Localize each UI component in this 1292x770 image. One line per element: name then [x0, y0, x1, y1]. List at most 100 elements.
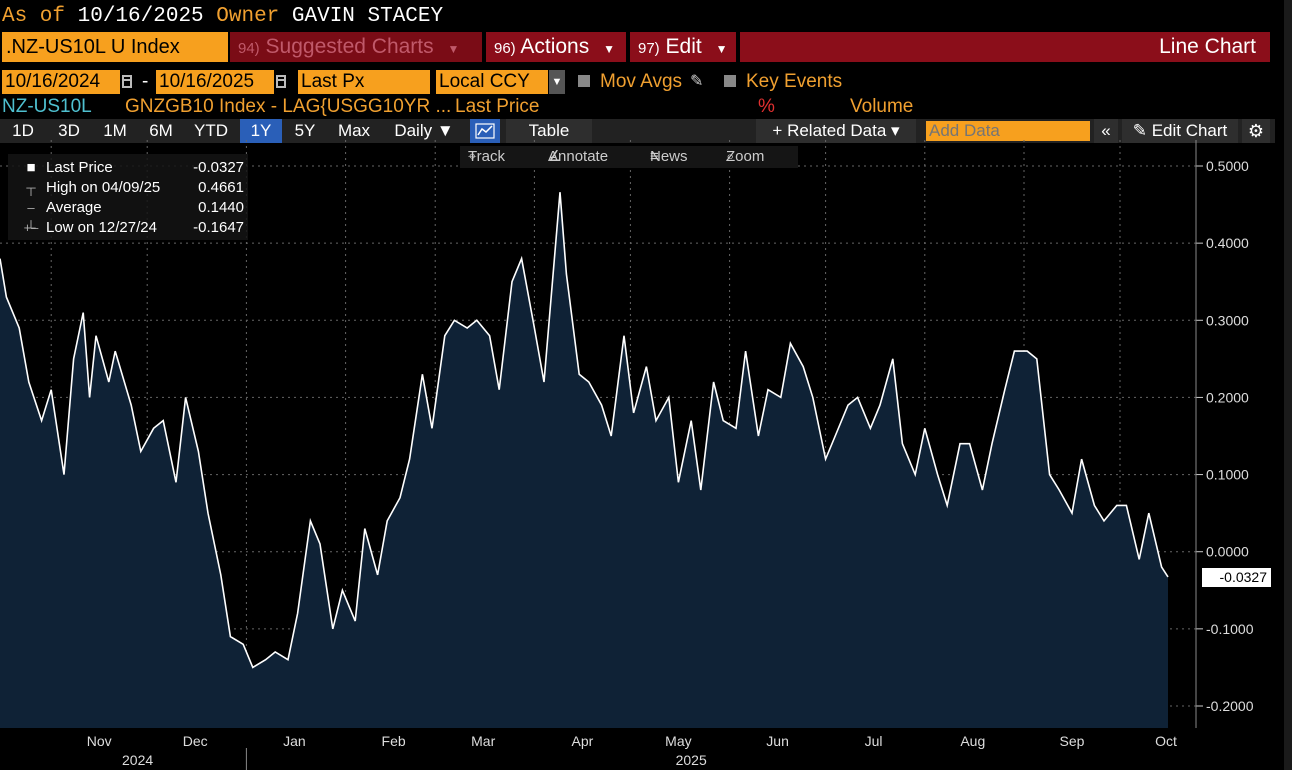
mov-avgs-checkbox[interactable]	[578, 75, 590, 87]
chevron-down-icon: ▼	[603, 42, 615, 56]
related-data-button[interactable]: + Related Data ▾	[756, 119, 916, 143]
legend-average-label: Average	[46, 199, 102, 216]
x-tick-label: Feb	[382, 733, 406, 749]
x-axis: Nov Dec Jan Feb Mar Apr May Jun Jul Aug Sep Oct 2024…	[87, 733, 1177, 770]
y-tick-label: -0.1000	[1206, 621, 1254, 637]
y-tick-label: 0.4000	[1206, 235, 1249, 251]
legend-average-value: 0.1440	[198, 199, 244, 216]
y-tick-label: -0.2000	[1206, 698, 1254, 714]
x-tick-label: Aug	[960, 733, 985, 749]
actions-num: 96)	[494, 40, 516, 57]
chart-tools: ⌖ Track ∠ Annotate ≡ News ⌕ Zoom	[460, 146, 798, 168]
period-max[interactable]: Max	[337, 121, 371, 140]
start-date-field[interactable]: 10/16/2024	[2, 70, 120, 94]
edit-label: Edit	[665, 35, 702, 58]
high-marker-icon: ┬	[26, 180, 36, 195]
as-of-label: As of	[2, 5, 66, 28]
suggested-charts-menu[interactable]: 94) Suggested Charts ▼	[230, 32, 482, 62]
legend-low-label: Low on 12/27/24	[46, 219, 157, 236]
x-tick-label: Apr	[572, 733, 594, 749]
pencil-icon: ∠	[548, 148, 562, 165]
period-3d[interactable]: 3D	[58, 121, 80, 140]
y-tick-label: 0.1000	[1206, 467, 1249, 483]
edit-chart-label: Edit Chart	[1151, 121, 1228, 140]
actions-menu[interactable]: 96) Actions ▼	[486, 32, 626, 62]
x-tick-label: May	[665, 733, 691, 749]
owner-label: Owner	[216, 5, 280, 28]
y-axis: 0.5000 0.4000 0.3000 0.2000 0.1000 0.0000 -0.1…	[1195, 140, 1254, 728]
calendar-icon[interactable]	[276, 75, 286, 88]
annotate-label: Annotate	[548, 148, 609, 165]
security-row: NZ-US10L GNZGB10 Index - LAG{USGG10YR ..…	[0, 96, 1290, 118]
x-tick-label: Dec	[183, 733, 208, 749]
legend-high: ┬ High on 04/09/25 0.4661	[8, 178, 248, 198]
add-data-input[interactable]	[926, 121, 1090, 141]
pencil-icon[interactable]: ✎	[690, 73, 704, 90]
line-chart-icon[interactable]	[470, 119, 500, 143]
pencil-icon: ✎	[1132, 121, 1152, 140]
white-square-icon: ■	[26, 159, 36, 176]
edit-chart-button[interactable]: ✎ Edit Chart	[1122, 119, 1238, 143]
average-marker-icon: –+–	[23, 200, 39, 235]
volume-label: Volume	[850, 96, 914, 117]
period-1y[interactable]: 1Y	[240, 119, 282, 143]
period-toolbar: 1D 3D 1M 6M YTD 1Y 5Y Max Daily ▼ Table …	[0, 119, 1275, 143]
field-select[interactable]: Last Px	[298, 70, 430, 94]
edit-menu[interactable]: 97) Edit ▼	[630, 32, 736, 62]
zoom-label: Zoom	[726, 148, 765, 165]
suggested-num: 94)	[238, 40, 260, 57]
magnifier-icon: ⌕	[726, 148, 735, 165]
chevron-down-icon: ▼	[447, 42, 460, 56]
y-tick-label: 0.2000	[1206, 389, 1249, 405]
x-tick-label: Nov	[87, 733, 112, 749]
currency-select[interactable]: Local CCY	[436, 70, 548, 94]
y-tick-label: 0.3000	[1206, 312, 1249, 328]
period-6m[interactable]: 6M	[149, 121, 173, 140]
last-price-label: Last Price	[455, 96, 540, 117]
legend-high-label: High on 04/09/25	[46, 179, 161, 196]
suggested-label: Suggested Charts	[265, 35, 434, 58]
x-tick-label: Jun	[766, 733, 789, 749]
date-controls: 10/16/2024 - 10/16/2025 Last Px Local CC…	[0, 70, 1290, 94]
period-1d[interactable]: 1D	[12, 121, 34, 140]
key-events-checkbox[interactable]	[724, 75, 736, 87]
percent-label: %	[758, 96, 775, 117]
edit-num: 97)	[638, 40, 660, 57]
frequency-select[interactable]: Daily ▼	[394, 121, 454, 140]
x-year-label: 2024	[122, 752, 153, 768]
ticker-field[interactable]: .NZ-US10L U Index	[2, 32, 228, 62]
x-tick-label: Mar	[471, 733, 495, 749]
security-name: NZ-US10L	[2, 96, 92, 117]
legend-last-value: -0.0327	[193, 159, 244, 176]
end-date-field[interactable]: 10/16/2025	[156, 70, 274, 94]
collapse-icon[interactable]: «	[1094, 119, 1118, 143]
legend-last-label: Last Price	[46, 159, 113, 176]
low-marker-icon: ┴	[26, 220, 36, 235]
legend-average: –+– Average 0.1440	[8, 198, 248, 235]
chart-type-label: Line Chart	[1159, 35, 1256, 58]
x-tick-label: Jul	[865, 733, 883, 749]
calendar-icon[interactable]	[122, 75, 132, 88]
owner-name: GAVIN STACEY	[291, 5, 444, 28]
y-tick-label: 0.0000	[1206, 544, 1249, 560]
as-of-date: 10/16/2025	[77, 5, 204, 28]
chart-type-bar[interactable]: Line Chart	[740, 32, 1270, 62]
period-ytd[interactable]: YTD	[194, 121, 228, 140]
actions-label: Actions	[520, 35, 590, 58]
chevron-down-icon[interactable]: ▼	[549, 70, 565, 94]
x-tick-label: Oct	[1155, 733, 1177, 749]
right-scrollbar	[1284, 0, 1292, 770]
x-tick-label: Sep	[1060, 733, 1085, 749]
series-line	[0, 192, 1169, 669]
news-icon: ≡	[650, 148, 659, 165]
gear-icon[interactable]: ⚙	[1242, 119, 1270, 143]
legend-high-value: 0.4661	[198, 179, 244, 196]
x-year-label: 2025	[676, 752, 707, 768]
table-button[interactable]: Table	[506, 119, 592, 143]
crosshair-icon: ⌖	[468, 148, 477, 165]
track-label: Track	[468, 148, 505, 165]
period-1m[interactable]: 1M	[103, 121, 127, 140]
period-5y[interactable]: 5Y	[294, 121, 316, 140]
legend-last[interactable]: ■ Last Price -0.0327	[8, 158, 248, 178]
y-tick-label: 0.5000	[1206, 158, 1249, 174]
